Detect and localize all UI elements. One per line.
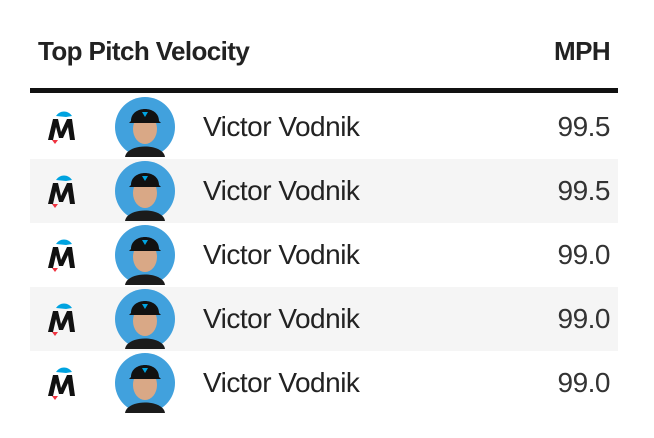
player-name: Victor Vodnik <box>203 303 360 334</box>
table-body: Victor Vodnik 99.5 Victor Vodnik 99.5 Vict… <box>30 95 618 415</box>
velocity-value: 99.0 <box>557 239 611 270</box>
player-avatar <box>115 225 175 285</box>
team-logo <box>48 303 75 336</box>
velocity-value: 99.5 <box>557 111 611 142</box>
player-avatar <box>115 161 175 221</box>
table-row: Victor Vodnik 99.5 <box>30 95 618 159</box>
player-name: Victor Vodnik <box>203 111 360 142</box>
row-icons <box>48 225 175 285</box>
table-row: Victor Vodnik 99.0 <box>30 287 618 351</box>
player-avatar <box>115 289 175 349</box>
table-row: Victor Vodnik 99.5 <box>30 159 618 223</box>
player-avatar <box>115 97 175 157</box>
header-title: Top Pitch Velocity <box>38 36 250 66</box>
team-logo <box>48 239 75 272</box>
row-icons <box>48 353 175 413</box>
table-row: Victor Vodnik 99.0 <box>30 351 618 415</box>
player-avatar <box>115 353 175 413</box>
row-icons <box>48 289 175 349</box>
team-logo <box>48 111 75 144</box>
player-name: Victor Vodnik <box>203 239 360 270</box>
velocity-value: 99.0 <box>557 367 611 398</box>
velocity-value: 99.5 <box>557 175 611 206</box>
player-name: Victor Vodnik <box>203 175 360 206</box>
table-row: Victor Vodnik 99.0 <box>30 223 618 287</box>
team-logo <box>48 367 75 400</box>
table-header: Top Pitch Velocity MPH <box>30 30 618 93</box>
row-icons <box>48 161 175 221</box>
team-logo <box>48 175 75 208</box>
header-unit: MPH <box>554 36 611 66</box>
row-icons <box>48 97 175 157</box>
player-name: Victor Vodnik <box>203 367 360 398</box>
velocity-value: 99.0 <box>557 303 611 334</box>
